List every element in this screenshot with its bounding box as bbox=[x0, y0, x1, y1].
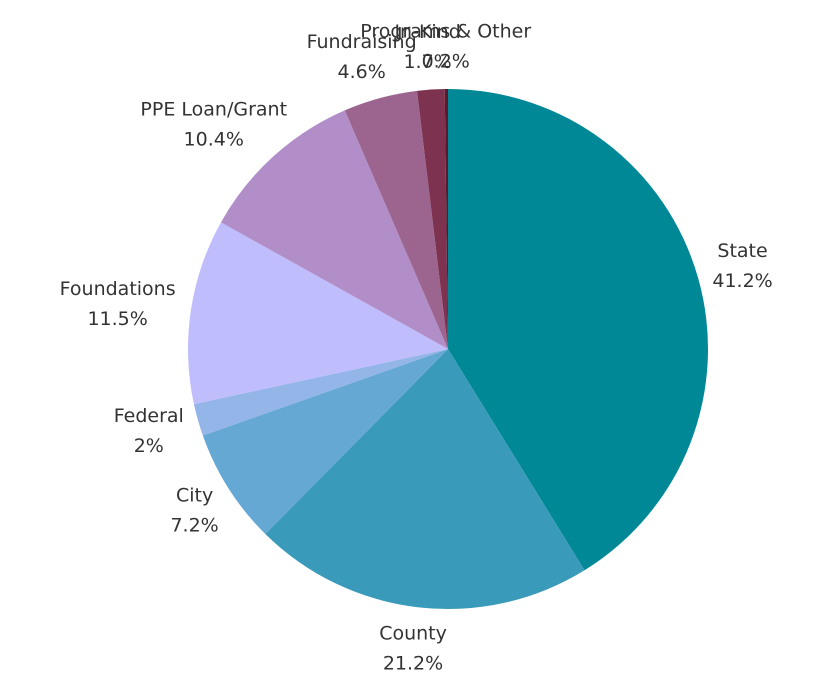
pie-slice bbox=[220, 110, 448, 350]
pie-slice bbox=[344, 90, 448, 349]
slice-value-label: 41.2% bbox=[712, 270, 772, 292]
pie-slice bbox=[193, 349, 448, 436]
pie-slice bbox=[444, 89, 448, 349]
slice-value-label: 1.7% bbox=[403, 51, 451, 73]
slice-label: Fundraising bbox=[307, 31, 417, 53]
slice-value-label: 4.6% bbox=[338, 61, 386, 83]
slice-label: Foundations bbox=[60, 278, 176, 300]
slice-value-label: 21.2% bbox=[383, 653, 443, 675]
slice-value-label: 11.5% bbox=[87, 308, 147, 330]
slice-value-label: 10.4% bbox=[184, 128, 244, 150]
slice-label: City bbox=[176, 484, 213, 506]
slice-label: State bbox=[717, 240, 767, 262]
slice-label: PPE Loan/Grant bbox=[140, 98, 287, 120]
slice-label: In-Kind bbox=[394, 21, 460, 43]
slice-label: Programs & Other bbox=[360, 21, 531, 43]
pie-slice bbox=[417, 89, 448, 349]
pie-slice bbox=[448, 89, 709, 571]
slice-label: Federal bbox=[114, 405, 184, 427]
slice-label: County bbox=[379, 623, 447, 645]
slice-value-label: 7.2% bbox=[170, 514, 218, 536]
slice-value-label: 0.2% bbox=[422, 51, 470, 73]
pie-slice bbox=[202, 349, 448, 534]
pie-slice bbox=[265, 349, 585, 609]
slice-value-label: 2% bbox=[134, 435, 164, 457]
pie-slice bbox=[187, 222, 448, 405]
